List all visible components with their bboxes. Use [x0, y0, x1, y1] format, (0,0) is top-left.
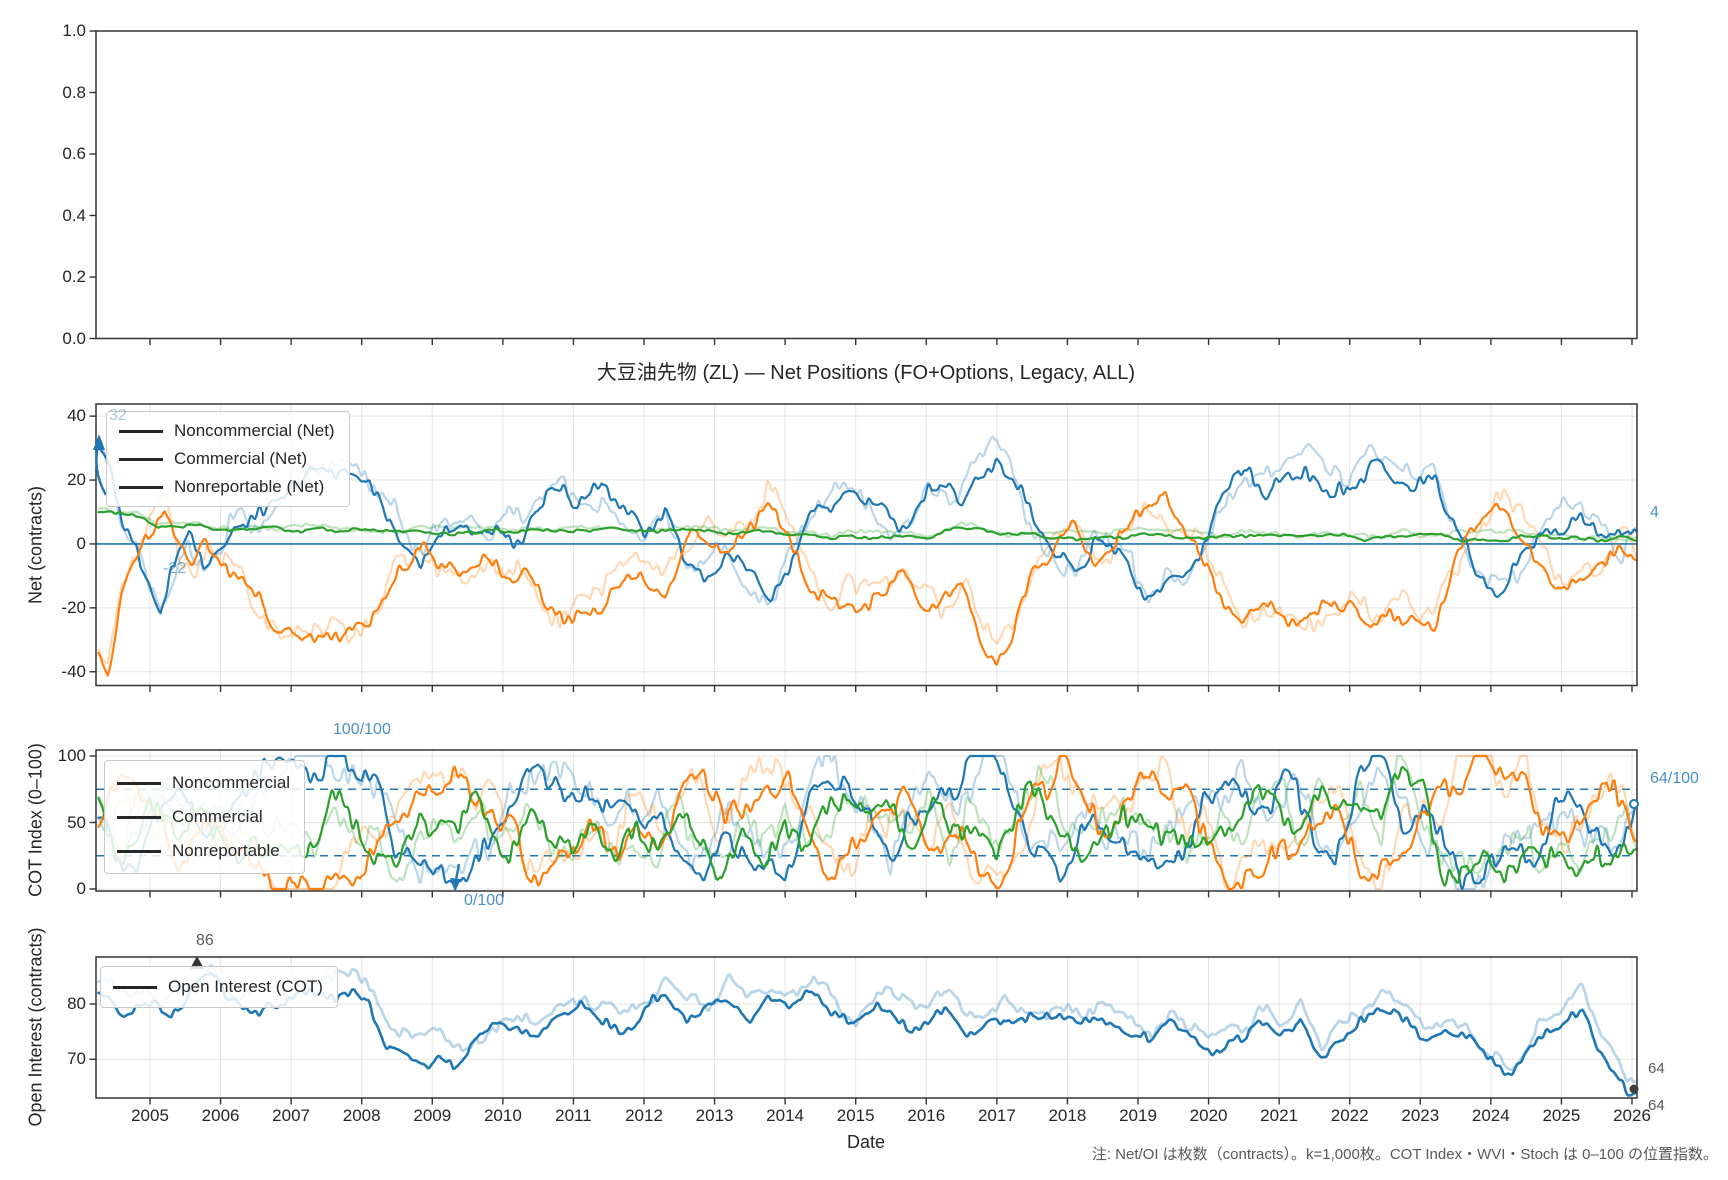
annotation-oi-last-axis: 64: [1648, 1097, 1665, 1114]
x-tick-label: 2024: [1471, 1106, 1510, 1125]
annotation-cot-index-min: 0/100: [464, 892, 505, 909]
y-tick-label: 0.4: [62, 205, 86, 225]
y-tick-label: 80: [67, 994, 86, 1013]
y-tick-label: 1.0: [62, 21, 86, 40]
chart-title: 大豆油先物 (ZL) — Net Positions (FO+Options, …: [596, 362, 1136, 384]
legend-item-nonreportable: Nonreportable: [105, 834, 290, 868]
y-tick-label: 70: [67, 1049, 86, 1069]
legend-item-commercial: Commercial: [105, 800, 290, 834]
x-tick-label: 2011: [555, 1106, 592, 1125]
x-tick-label: 2021: [1260, 1106, 1298, 1125]
legend-cot-index: Noncommercial Commercial Nonreportable: [104, 760, 306, 874]
annotation-oi-max: 86: [196, 932, 214, 949]
y-tick-label: -40: [61, 661, 86, 681]
line-swatch-noncommercial-icon: [119, 429, 163, 433]
x-tick-label: 2009: [413, 1106, 452, 1125]
x-tick-label: 2006: [201, 1106, 240, 1125]
y-tick-label: -20: [61, 597, 86, 617]
legend-item-commercial-net: Commercial (Net): [107, 445, 335, 473]
x-tick-label: 2023: [1401, 1106, 1440, 1125]
legend-item-noncommercial-net: Noncommercial (Net): [107, 417, 335, 445]
x-tick-label: 2025: [1542, 1106, 1581, 1125]
y-tick-label: 0.2: [62, 267, 86, 286]
legend-item-open-interest: Open Interest (COT): [101, 972, 323, 1002]
panel-cot-index: [96, 750, 1637, 891]
line-swatch-commercial-icon: [119, 457, 163, 461]
legend-net-positions: Noncommercial (Net) Commercial (Net) Non…: [106, 411, 350, 507]
panel-spare-axes: [96, 31, 1637, 338]
x-tick-label: 2017: [977, 1106, 1016, 1125]
y-tick-label: 0.6: [62, 144, 86, 163]
line-swatch-nonreportable-icon: [117, 849, 161, 853]
annotation-net-last-value: 4: [1650, 504, 1659, 521]
y-tick-label: 0.8: [62, 82, 86, 102]
x-tick-label: 2018: [1048, 1106, 1087, 1125]
annotation-net-early-min: -22: [163, 560, 187, 577]
line-swatch-commercial-icon: [117, 815, 161, 819]
legend-item-nonreportable-net: Nonreportable (Net): [107, 473, 335, 501]
y-tick-label: 40: [67, 406, 86, 426]
x-axis-label: Date: [846, 1132, 886, 1152]
x-tick-label: 2020: [1189, 1106, 1228, 1125]
line-swatch-noncommercial-icon: [117, 781, 161, 785]
annotation-net-start-max: 32: [109, 407, 127, 424]
x-tick-label: 2008: [342, 1106, 381, 1125]
x-tick-label: 2026: [1613, 1106, 1651, 1125]
annotation-cot-index-last: 64/100: [1650, 770, 1699, 787]
x-tick-label: 2013: [695, 1106, 734, 1125]
y-tick-label: 100: [57, 746, 86, 765]
x-tick-label: 2022: [1330, 1106, 1369, 1125]
x-tick-label: 2015: [836, 1106, 875, 1125]
footnote: 注: Net/OI は枚数（contracts）。k=1,000枚。COT In…: [1091, 1146, 1718, 1163]
line-swatch-nonreportable-icon: [119, 485, 163, 489]
legend-item-noncommercial: Noncommercial: [105, 766, 290, 800]
x-tick-label: 2014: [766, 1106, 804, 1125]
y-tick-label: 20: [67, 470, 86, 489]
x-tick-label: 2007: [272, 1106, 310, 1125]
y-tick-label: 50: [67, 812, 86, 832]
annotation-cot-index-max: 100/100: [333, 721, 391, 738]
annotation-oi-last: 64: [1648, 1060, 1665, 1077]
x-tick-label: 2019: [1119, 1106, 1157, 1125]
x-tick-label: 2005: [131, 1106, 169, 1125]
y-tick-label: 0: [76, 534, 86, 553]
legend-open-interest: Open Interest (COT): [100, 966, 338, 1008]
y-tick-label: 0: [76, 879, 86, 898]
line-swatch-open-interest-icon: [113, 985, 157, 989]
y-tick-label: 0.0: [62, 328, 86, 348]
x-tick-label: 2016: [907, 1106, 946, 1125]
x-tick-label: 2010: [483, 1106, 522, 1125]
x-tick-label: 2012: [625, 1106, 663, 1125]
